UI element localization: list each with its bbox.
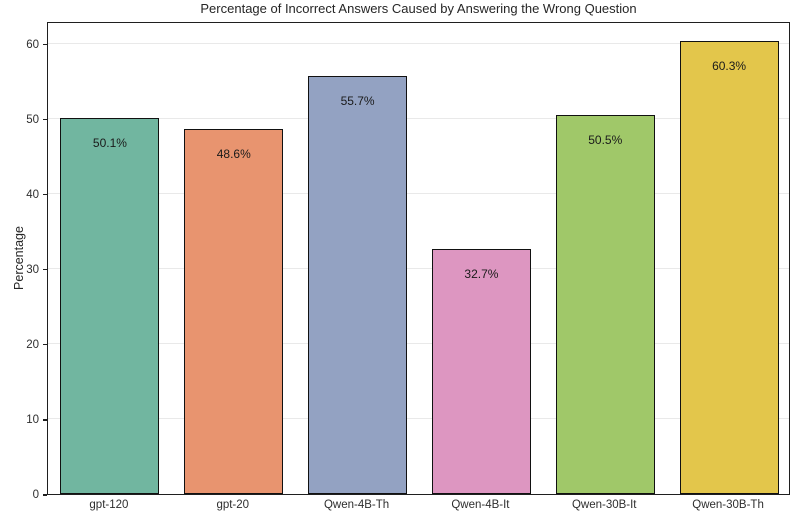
- bar-Qwen-30B-Th: 60.3%: [679, 41, 779, 494]
- y-axis-label: Percentage: [12, 226, 26, 290]
- bar-value-label-gpt-120: 50.1%: [92, 135, 127, 150]
- gridline-30: [48, 267, 789, 269]
- bar-gpt-20: 48.6%: [184, 129, 284, 494]
- ytick-label-10: 10: [26, 413, 39, 426]
- xtick-label-Qwen-4B-Th: Qwen-4B-Th: [323, 499, 390, 511]
- ytick-label-20: 20: [26, 338, 39, 351]
- ytick-mark-0: [43, 494, 47, 496]
- bar-Qwen-4B-It: 32.7%: [431, 248, 531, 494]
- ytick-mark-60: [43, 43, 47, 46]
- ytick-mark-40: [43, 194, 47, 196]
- ytick-mark-50: [43, 119, 47, 121]
- bar-gpt-120: 50.1%: [60, 117, 160, 494]
- gridline-10: [48, 417, 789, 419]
- ytick-label-30: 30: [26, 263, 39, 276]
- plot-area: 50.1% 48.6% 55.7% 32.7% 50.5% 60.3%: [47, 22, 790, 495]
- bar-value-label-Qwen-30B-Th: 60.3%: [712, 59, 747, 74]
- gridline-20: [48, 342, 789, 344]
- ytick-mark-20: [43, 344, 47, 346]
- gridline-40: [48, 192, 789, 194]
- bar-Qwen-30B-It: 50.5%: [555, 114, 655, 494]
- ytick-label-0: 0: [32, 489, 39, 501]
- bar-value-label-gpt-20: 48.6%: [216, 147, 251, 162]
- chart-title: Percentage of Incorrect Answers Caused b…: [200, 1, 637, 16]
- bar-value-label-Qwen-4B-Th: 55.7%: [340, 93, 375, 108]
- bar-Qwen-4B-Th: 55.7%: [308, 75, 408, 494]
- xtick-label-Qwen-30B-Th: Qwen-30B-Th: [692, 499, 764, 511]
- xtick-label-Qwen-4B-It: Qwen-4B-It: [451, 499, 510, 511]
- bar-value-label-Qwen-4B-It: 32.7%: [464, 266, 499, 281]
- ytick-mark-10: [43, 419, 47, 421]
- ytick-mark-30: [43, 269, 47, 271]
- gridline-60: [48, 42, 789, 44]
- ytick-label-50: 50: [26, 113, 39, 126]
- ytick-label-40: 40: [26, 188, 39, 201]
- ytick-label-60: 60: [26, 38, 39, 51]
- bar-value-label-Qwen-30B-It: 50.5%: [588, 132, 623, 147]
- xtick-label-gpt-120: gpt-120: [89, 499, 129, 511]
- gridline-50: [48, 117, 789, 119]
- xtick-label-gpt-20: gpt-20: [216, 499, 250, 511]
- xtick-label-Qwen-30B-It: Qwen-30B-It: [571, 499, 637, 511]
